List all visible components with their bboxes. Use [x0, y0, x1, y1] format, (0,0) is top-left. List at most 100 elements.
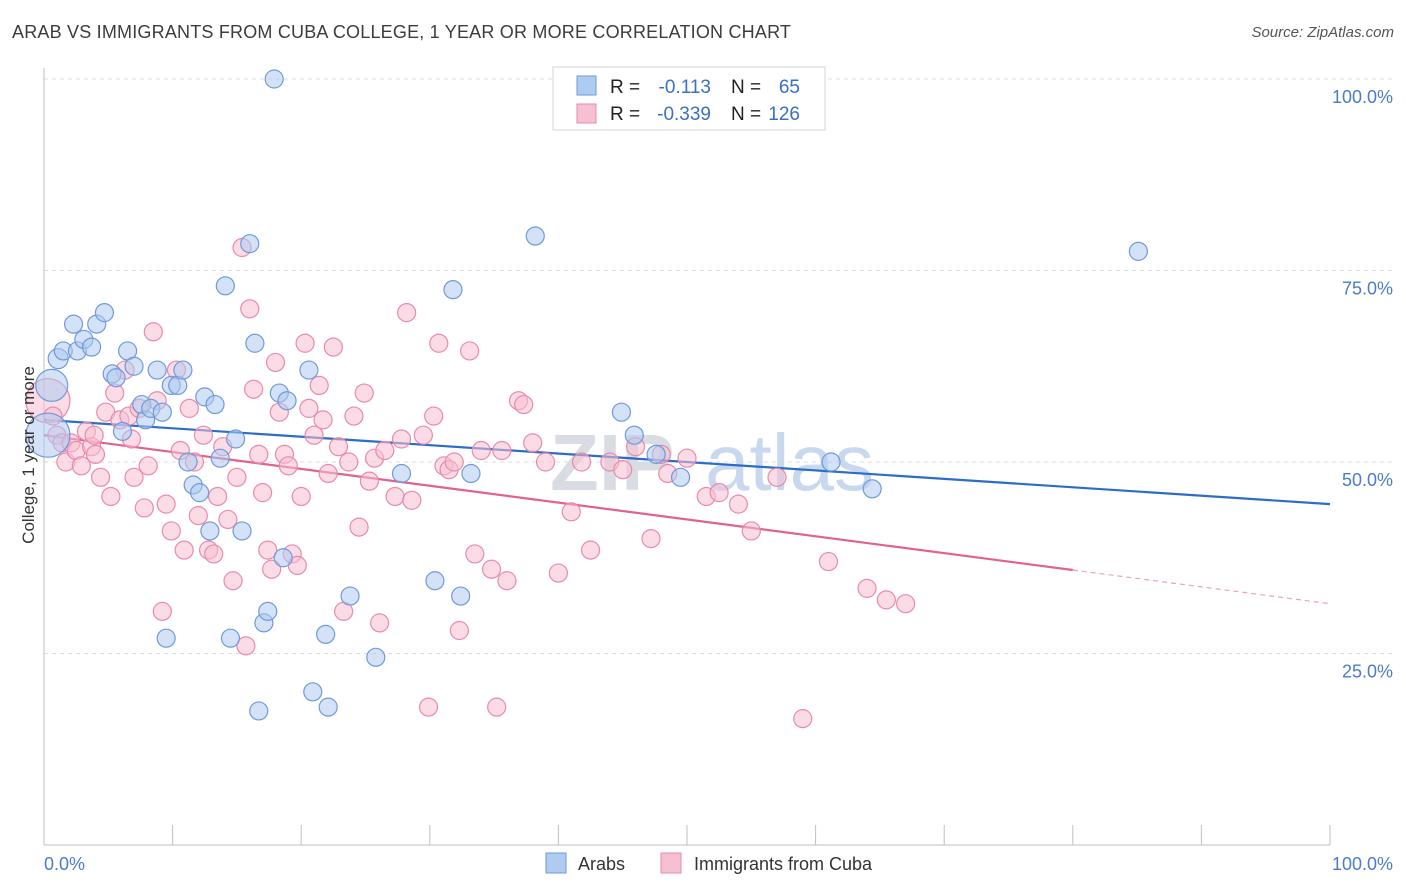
watermark-atlas: atlas — [705, 418, 874, 507]
point-arabs — [156, 628, 176, 648]
point-cuba — [309, 375, 329, 395]
point-cuba — [561, 502, 581, 522]
point-arabs — [249, 701, 269, 721]
point-arabs — [94, 303, 115, 323]
point-cuba — [344, 406, 364, 426]
point-cuba — [548, 563, 569, 583]
point-cuba — [359, 471, 379, 491]
point-arabs — [205, 394, 225, 415]
point-arabs — [525, 226, 545, 246]
point-arabs — [25, 412, 71, 458]
point-arabs — [210, 448, 230, 468]
chart-title: ARAB VS IMMIGRANTS FROM CUBA COLLEGE, 1 … — [12, 22, 792, 42]
point-cuba — [397, 303, 417, 323]
point-arabs — [611, 402, 632, 422]
point-cuba — [156, 494, 176, 514]
point-cuba — [571, 452, 592, 472]
point-arabs — [340, 586, 360, 606]
point-cuba — [295, 333, 315, 353]
point-cuba — [818, 551, 839, 572]
point-cuba — [174, 540, 194, 560]
point-cuba — [85, 444, 106, 464]
point-cuba — [391, 429, 412, 449]
point-cuba — [304, 425, 324, 445]
x-tick-label: 100.0% — [1332, 854, 1393, 874]
point-cuba — [429, 333, 449, 353]
point-cuba — [641, 528, 661, 549]
trend-line-cuba-projection — [1072, 569, 1331, 605]
point-cuba — [258, 540, 278, 560]
point-arabs — [366, 647, 386, 667]
point-cuba — [328, 437, 349, 457]
point-cuba — [253, 483, 273, 503]
point-arabs — [106, 368, 126, 388]
point-cuba — [90, 467, 111, 487]
point-arabs — [258, 601, 278, 621]
point-cuba — [318, 463, 338, 484]
legend-label-arabs: Arabs — [578, 854, 625, 874]
point-cuba — [580, 540, 601, 560]
point-cuba — [857, 578, 877, 598]
gridlines — [44, 78, 1392, 654]
point-cuba — [413, 425, 433, 445]
y-tick-label: 100.0% — [1332, 87, 1393, 107]
point-arabs — [226, 429, 246, 449]
point-cuba — [613, 460, 633, 480]
point-cuba — [244, 379, 264, 399]
point-arabs — [264, 69, 284, 89]
point-arabs — [35, 368, 69, 402]
point-cuba — [349, 517, 369, 537]
point-cuba — [481, 559, 502, 579]
point-cuba — [138, 456, 158, 476]
point-arabs — [299, 360, 319, 380]
point-arabs — [152, 402, 172, 422]
point-cuba — [487, 697, 507, 717]
point-cuba — [728, 494, 749, 514]
point-cuba — [84, 425, 104, 445]
point-cuba — [299, 398, 319, 418]
point-cuba — [249, 444, 269, 464]
point-cuba — [523, 433, 543, 453]
point-arabs — [1128, 241, 1148, 261]
legend[interactable]: Arabs Immigrants from Cuba — [545, 852, 873, 874]
point-cuba — [471, 440, 491, 461]
point-arabs — [318, 697, 338, 717]
cuba-swatch — [576, 103, 597, 124]
point-cuba — [152, 601, 172, 621]
point-cuba — [265, 352, 286, 373]
point-cuba — [143, 322, 163, 342]
point-cuba — [291, 486, 311, 507]
point-cuba — [161, 521, 181, 541]
point-arabs — [451, 586, 471, 606]
point-cuba — [375, 440, 395, 461]
point-cuba — [497, 571, 517, 591]
point-arabs — [178, 452, 198, 472]
y-tick-label: 50.0% — [1342, 470, 1393, 490]
point-cuba — [227, 467, 247, 487]
data-points — [25, 69, 1148, 729]
point-arabs — [124, 356, 144, 376]
y-tick-label: 75.0% — [1342, 279, 1393, 299]
point-cuba — [460, 341, 480, 361]
point-cuba — [535, 452, 556, 472]
point-arabs — [277, 391, 297, 411]
point-cuba — [402, 490, 422, 510]
stat-n-value-arabs: 65 — [779, 77, 800, 98]
point-arabs — [81, 337, 102, 357]
point-cuba — [236, 636, 256, 656]
point-cuba — [876, 590, 896, 610]
stat-r-label-arabs: R = — [610, 77, 640, 98]
stat-r-label-cuba: R = — [610, 104, 640, 125]
point-arabs — [316, 624, 336, 644]
point-arabs — [425, 571, 445, 591]
point-arabs — [821, 452, 841, 472]
stats-box: R = -0.113 N = 65 R = -0.339 N = 126 — [552, 66, 826, 131]
point-cuba — [418, 697, 439, 717]
tick-labels: 25.0% 50.0% 75.0% 100.0% 0.0% 100.0% — [44, 87, 1393, 874]
point-cuba — [323, 337, 343, 357]
point-cuba — [313, 410, 333, 430]
legend-swatch-arabs — [545, 852, 567, 874]
point-cuba — [101, 486, 121, 507]
point-cuba — [240, 299, 260, 319]
point-cuba — [370, 613, 390, 633]
